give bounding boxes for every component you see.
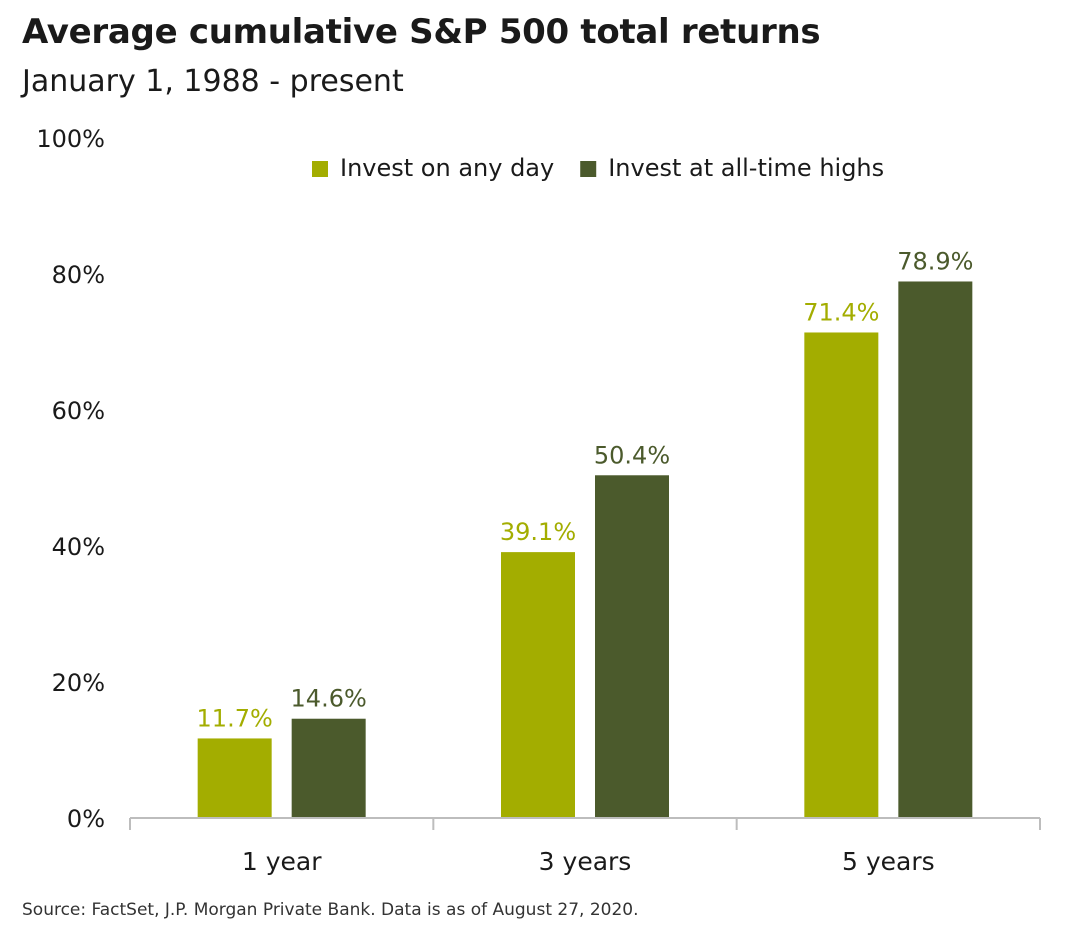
bar-value-label: 78.9%	[897, 247, 973, 275]
y-axis-tick-labels: 0% 20% 40% 60% 80% 100%	[36, 125, 105, 833]
bar-any-day	[197, 738, 272, 818]
bar-value-label: 71.4%	[803, 298, 879, 326]
x-tick-label: 1 year	[242, 847, 322, 876]
legend-label: Invest at all-time highs	[608, 154, 884, 182]
legend-label: Invest on any day	[340, 154, 554, 182]
bar-any-day	[804, 332, 879, 818]
chart-subtitle: January 1, 1988 - present	[22, 64, 404, 99]
bar-all-time-highs	[291, 718, 366, 818]
y-tick-label: 20%	[52, 669, 105, 697]
bar-all-time-highs	[595, 475, 669, 818]
bars-group	[197, 281, 973, 819]
x-tick-label: 3 years	[539, 847, 632, 876]
bar-all-time-highs	[898, 281, 973, 819]
bar-value-label: 50.4%	[594, 441, 670, 469]
y-tick-label: 100%	[36, 125, 105, 153]
y-tick-label: 40%	[52, 533, 105, 561]
bar-value-label: 11.7%	[197, 704, 273, 732]
bar-value-label: 39.1%	[500, 518, 576, 546]
legend: Invest on any day Invest at all-time high…	[312, 154, 884, 182]
x-axis: 1 year 3 years 5 years	[129, 817, 1041, 876]
source-note: Source: FactSet, J.P. Morgan Private Ban…	[22, 900, 639, 920]
value-labels-group: 11.7% 14.6% 39.1% 50.4% 71.4% 78.9%	[197, 247, 974, 732]
y-tick-label: 80%	[52, 261, 105, 289]
chart-title: Average cumulative S&P 500 total returns	[22, 12, 821, 52]
legend-swatch-any-day	[312, 161, 328, 177]
bar-any-day	[501, 552, 575, 818]
bar-value-label: 14.6%	[291, 685, 367, 713]
legend-swatch-all-time-highs	[580, 161, 597, 177]
y-tick-label: 0%	[67, 805, 105, 833]
y-tick-label: 60%	[52, 397, 105, 425]
x-tick-label: 5 years	[842, 847, 935, 876]
